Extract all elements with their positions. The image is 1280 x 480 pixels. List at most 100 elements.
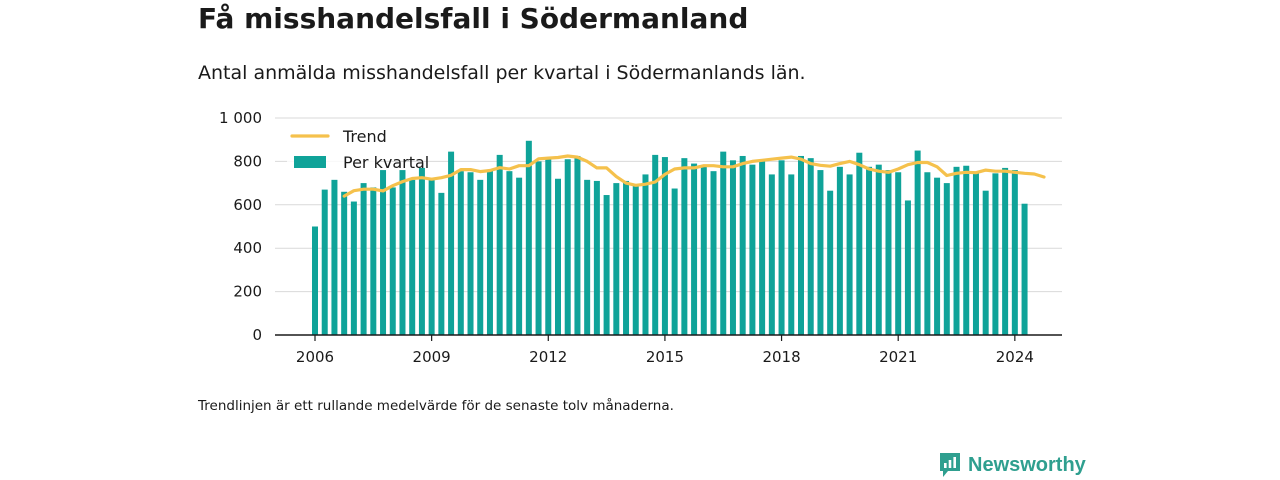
bar [341,191,348,335]
y-tick-label: 200 [233,283,262,301]
bar [409,179,416,335]
bar [584,179,591,335]
y-tick-label: 1 000 [219,109,262,127]
bar [467,172,474,335]
bar [778,160,785,335]
bar [875,164,882,335]
bar [982,190,989,335]
bar [457,171,464,335]
bar [555,178,561,335]
bar [720,151,727,335]
axes: 0 200 400 600 800 1 000 2006 2009 2012 2015 2018 20… [219,109,1062,366]
bar [574,155,581,335]
bar [827,190,834,335]
chart: 0 200 400 600 800 1 000 2006 2009 2012 2015 2018 20… [219,109,1062,366]
bar [399,170,406,335]
legend-swatch-per-kvartal [294,156,326,168]
bar [885,170,892,335]
bar [516,177,523,335]
bar [623,180,630,335]
bar [681,158,688,335]
bar [700,166,707,335]
y-tick-label: 0 [252,326,262,344]
bar [438,192,445,335]
x-tick-label: 2024 [996,348,1034,366]
bar [350,201,357,335]
bar [389,187,396,335]
bar [729,160,736,335]
legend-label-per-kvartal: Per kvartal [343,153,429,172]
bar [380,170,387,335]
bar [866,166,873,335]
bar [418,167,425,335]
x-tick-label: 2018 [762,348,800,366]
newsworthy-logo-icon [940,453,960,477]
bar [632,184,639,335]
bar [895,172,902,335]
bar [807,158,814,335]
bar [836,166,843,335]
bar [321,189,328,335]
bar [739,155,746,335]
bar [1011,170,1018,335]
x-tick-label: 2006 [296,348,334,366]
bar [924,172,931,335]
x-tick-label: 2015 [646,348,684,366]
bar [360,183,367,335]
bar [904,200,911,335]
bar [710,171,717,335]
chart-subtitle: Antal anmälda misshandelsfall per kvarta… [198,62,806,84]
bar [798,155,804,335]
bar [477,179,484,335]
bar [448,151,455,335]
bar [312,226,318,335]
trend-line-group [342,154,1046,198]
bar [603,195,610,335]
trend-line [342,154,1046,198]
bar [1002,167,1009,335]
bar [992,173,999,335]
y-tick-label: 800 [233,152,262,170]
chart-title: Få misshandelsfall i Södermanland [198,2,749,35]
brand-logo: Newsworthy [938,450,1086,480]
bar [486,170,493,335]
bar [768,174,775,335]
bar [506,171,513,335]
bar [749,164,756,335]
bar [642,174,649,335]
legend: Trend Per kvartal [287,122,429,176]
y-tick-label: 600 [233,196,262,214]
bar [593,180,600,335]
bar [545,157,552,335]
bar [370,187,377,335]
bar [788,174,795,335]
bar [914,150,921,335]
x-tick-label: 2009 [413,348,451,366]
bar [963,165,970,335]
bars-per-kvartal [312,140,1028,335]
bar [613,183,620,335]
bar [564,159,571,335]
bar [943,183,950,335]
brand-name: Newsworthy [968,453,1086,476]
bar [496,154,503,335]
bar [856,152,863,335]
bar [1021,203,1028,335]
bar [652,154,659,335]
bar [525,140,532,335]
bar [972,173,979,335]
bar [671,188,678,335]
y-tick-label: 400 [233,239,262,257]
legend-label-trend: Trend [342,127,387,146]
gridlines [275,117,1062,293]
bar [691,163,698,335]
bar [428,179,435,335]
bar [535,161,542,335]
bar [953,166,960,335]
bar [817,170,824,335]
bar [934,177,941,335]
x-tick-label: 2021 [879,348,917,366]
bar [331,179,338,335]
bar [759,161,766,335]
x-tick-label: 2012 [529,348,567,366]
